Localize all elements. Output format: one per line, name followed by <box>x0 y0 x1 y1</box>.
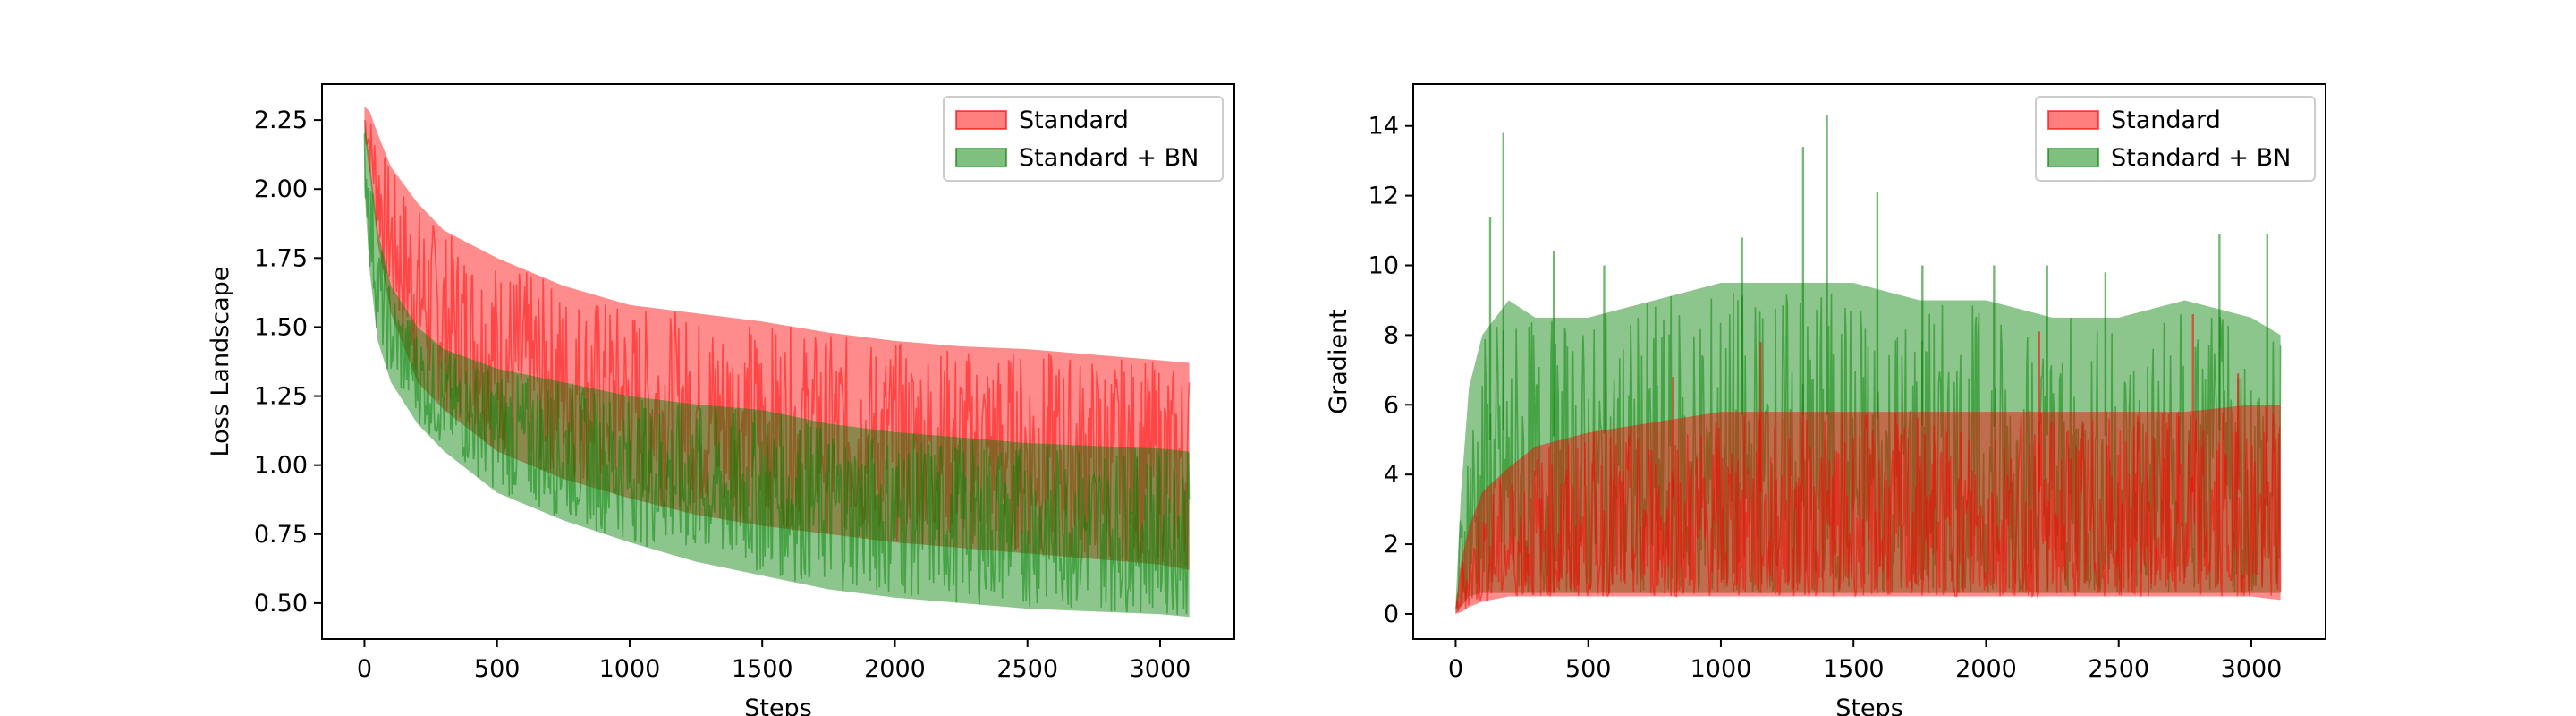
gradient-axes-frame <box>1412 83 2326 640</box>
legend-swatch-standard <box>2047 110 2099 130</box>
loss-legend: Standard Standard + BN <box>943 96 1224 182</box>
legend-swatch-standard-bn <box>955 148 1007 167</box>
y-tick-label: 0 <box>1384 601 1399 628</box>
legend-swatch-standard <box>955 110 1007 130</box>
y-tick-label: 1.00 <box>254 452 308 480</box>
y-tick-label: 2.25 <box>254 107 308 134</box>
series-standard-bn <box>363 120 1191 618</box>
legend-swatch-standard-bn <box>2047 148 2099 167</box>
trace-standard <box>1455 406 2282 612</box>
gradient-y-axis-label: Gradient <box>1325 309 1352 414</box>
loss-axes-frame <box>321 83 1235 640</box>
legend-label-standard: Standard <box>2111 107 2221 134</box>
y-tick-label: 1.25 <box>254 383 308 411</box>
x-tick-label: 3000 <box>2221 655 2283 683</box>
gradient-plot-area <box>1454 115 2282 614</box>
x-tick-label: 1000 <box>1690 655 1752 683</box>
y-tick-label: 6 <box>1384 391 1399 419</box>
loss-plot-area <box>363 106 1191 618</box>
y-tick-label: 2 <box>1384 531 1399 558</box>
x-tick-label: 0 <box>1448 655 1463 683</box>
y-tick-label: 0.50 <box>254 590 308 618</box>
y-tick-label: 10 <box>1368 252 1399 280</box>
gradient-x-axis: 0 500 1000 1500 2000 2500 3000 <box>1448 639 2282 683</box>
y-tick-label: 12 <box>1368 183 1399 210</box>
gradient-subplot: 0 500 1000 1500 2000 2500 3000 0 2 4 6 8 10 12 14 Ste… <box>1325 83 2326 716</box>
y-tick-label: 1.75 <box>254 244 308 272</box>
x-tick-label: 2000 <box>864 655 926 683</box>
loss-x-axis-label: Steps <box>744 695 812 716</box>
x-tick-label: 1500 <box>732 655 793 683</box>
gradient-legend: Standard Standard + BN <box>2035 96 2316 182</box>
legend-label-standard-bn: Standard + BN <box>2111 144 2291 172</box>
gradient-legend-box <box>2035 96 2316 182</box>
x-tick-label: 1000 <box>599 655 661 683</box>
loss-y-axis-label: Loss Landscape <box>207 267 234 457</box>
x-tick-label: 2500 <box>2088 655 2149 683</box>
loss-landscape-subplot: 0 500 1000 1500 2000 2500 3000 0.50 0.75 1.00 1.2… <box>207 83 1235 716</box>
gradient-y-axis: 0 2 4 6 8 10 12 14 <box>1368 113 1413 628</box>
x-tick-label: 2500 <box>996 655 1058 683</box>
trace-standard-bn <box>363 133 1191 615</box>
y-tick-label: 2.00 <box>254 175 308 203</box>
x-tick-label: 500 <box>474 655 521 683</box>
legend-label-standard: Standard <box>1019 107 1129 134</box>
loss-y-axis: 0.50 0.75 1.00 1.25 1.50 1.75 2.00 2.25 <box>254 107 322 618</box>
legend-label-standard-bn: Standard + BN <box>1019 144 1199 172</box>
x-tick-label: 500 <box>1565 655 1612 683</box>
y-tick-label: 0.75 <box>254 521 308 549</box>
y-tick-label: 8 <box>1384 321 1399 349</box>
gradient-x-axis-label: Steps <box>1835 695 1903 716</box>
series-standard <box>1455 314 2282 614</box>
y-tick-label: 14 <box>1368 113 1399 141</box>
y-tick-label: 1.50 <box>254 313 308 341</box>
x-tick-label: 3000 <box>1130 655 1191 683</box>
y-tick-label: 4 <box>1384 461 1399 489</box>
x-tick-label: 1500 <box>1823 655 1885 683</box>
loss-x-axis: 0 500 1000 1500 2000 2500 3000 <box>357 639 1191 683</box>
x-tick-label: 2000 <box>1955 655 2017 683</box>
x-tick-label: 0 <box>357 655 372 683</box>
loss-legend-box <box>943 96 1224 182</box>
